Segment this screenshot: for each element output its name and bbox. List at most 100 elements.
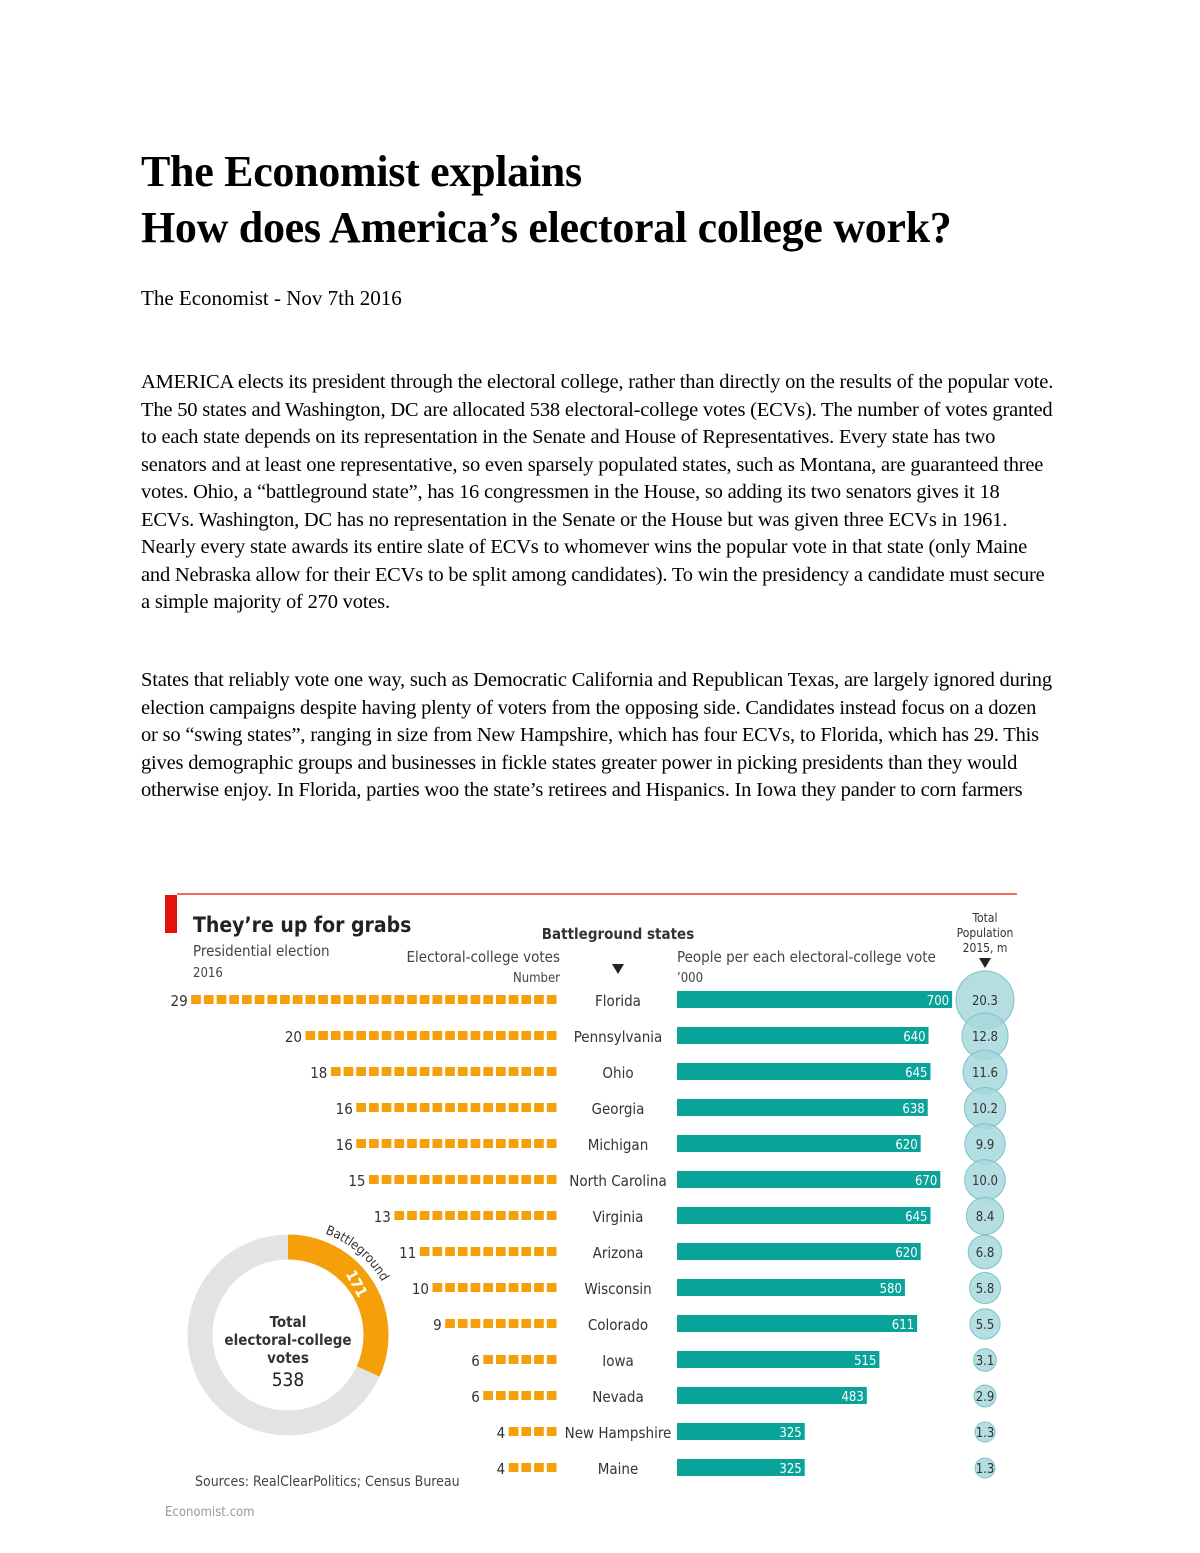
- ecv-square: [330, 1031, 341, 1040]
- ecv-square: [508, 1247, 519, 1256]
- ecv-square: [521, 1283, 532, 1292]
- population-value: 5.5: [976, 1318, 995, 1333]
- ecv-value: 16: [336, 1100, 353, 1118]
- population-circle: [974, 1421, 996, 1443]
- ecv-square: [343, 995, 354, 1004]
- ecv-square: [546, 995, 557, 1004]
- ecv-square: [369, 995, 379, 1004]
- ecv-square: [534, 1031, 544, 1040]
- state-label: Iowa: [602, 1352, 634, 1370]
- ecv-square: [508, 1355, 519, 1364]
- ecv-square: [546, 1355, 557, 1364]
- ecv-square: [496, 995, 506, 1004]
- ecv-value: 15: [348, 1172, 365, 1190]
- ecv-square: [457, 1211, 468, 1220]
- people-per-ecv-value: 620: [895, 1138, 917, 1153]
- population-value: 20.3: [972, 994, 998, 1009]
- ecv-square: [381, 1067, 392, 1076]
- article-title: How does America’s electoral college wor…: [141, 203, 952, 252]
- ecv-square: [546, 1283, 557, 1292]
- ecv-square: [432, 1283, 443, 1292]
- ecv-square: [191, 995, 201, 1004]
- ecv-square: [521, 1067, 532, 1076]
- ecv-square: [432, 1139, 443, 1148]
- population-value: 12.8: [972, 1030, 998, 1045]
- ecv-square: [496, 1211, 506, 1220]
- ecv-square: [292, 995, 303, 1004]
- ecv-square: [419, 1211, 430, 1220]
- ecv-square: [305, 995, 316, 1004]
- ecv-square: [394, 1067, 405, 1076]
- people-per-ecv-bar: [677, 1063, 931, 1080]
- ecv-square: [470, 1103, 481, 1112]
- state-row: 11 Arizona 620 6.8: [399, 1234, 1003, 1270]
- ecv-square: [381, 1139, 392, 1148]
- ecv-square: [356, 995, 366, 1004]
- ecv-square: [407, 995, 417, 1004]
- ecv-square: [521, 1463, 532, 1472]
- ecv-square: [534, 1067, 544, 1076]
- ecv-square: [470, 1211, 481, 1220]
- state-row: 16 Georgia 638 10.2: [336, 1086, 1007, 1130]
- ecv-square: [356, 1103, 366, 1112]
- ecv-square: [457, 1175, 468, 1184]
- ecv-square: [470, 1247, 481, 1256]
- ecv-square: [394, 1211, 405, 1220]
- article-paragraph: States that reliably vote one way, such …: [141, 669, 1052, 801]
- ecv-square: [496, 1319, 506, 1328]
- ecv-square: [521, 1175, 532, 1184]
- ecv-square: [203, 995, 214, 1004]
- ecv-square: [496, 1283, 506, 1292]
- ecv-square: [305, 1031, 316, 1040]
- ecv-square: [508, 1175, 519, 1184]
- ecv-square: [419, 1175, 430, 1184]
- donut-center-label: Total: [270, 1313, 307, 1331]
- ecv-square: [432, 995, 443, 1004]
- ecv-square: [242, 995, 252, 1004]
- ecv-square: [521, 1355, 532, 1364]
- ecv-square: [534, 1391, 544, 1400]
- ecv-square: [546, 1211, 557, 1220]
- ecv-square: [432, 1175, 443, 1184]
- ecv-square: [432, 1103, 443, 1112]
- donut-center-label: electoral-college: [224, 1331, 351, 1349]
- people-per-ecv-value: 670: [915, 1174, 937, 1189]
- state-label: Wisconsin: [584, 1280, 651, 1298]
- population-value: 5.8: [976, 1282, 995, 1297]
- ecv-square: [445, 995, 455, 1004]
- ecv-square: [546, 1319, 557, 1328]
- ecv-square: [445, 1175, 455, 1184]
- ecv-square: [356, 1139, 366, 1148]
- people-per-ecv-value: 645: [905, 1210, 927, 1225]
- ecv-square: [343, 1067, 354, 1076]
- ecv-square: [534, 995, 544, 1004]
- ecv-value: 11: [399, 1244, 416, 1262]
- people-per-ecv-value: 700: [927, 994, 949, 1009]
- state-label: North Carolina: [569, 1172, 667, 1190]
- ecv-square: [534, 1283, 544, 1292]
- ecv-square: [457, 1067, 468, 1076]
- population-column-label: 2015, m: [963, 941, 1008, 955]
- state-label: Nevada: [592, 1388, 644, 1406]
- population-value: 1.3: [976, 1426, 995, 1441]
- ecv-square: [419, 995, 430, 1004]
- people-per-ecv-bar: [677, 1423, 805, 1440]
- population-value: 10.0: [972, 1174, 998, 1189]
- ecv-square: [356, 1031, 366, 1040]
- ecv-square: [508, 1031, 519, 1040]
- people-per-ecv-value: 611: [892, 1318, 914, 1333]
- ecv-square: [445, 1283, 455, 1292]
- article-byline: The Economist - Nov 7th 2016: [141, 286, 402, 310]
- ecv-square: [483, 1139, 493, 1148]
- ecv-square: [546, 1427, 557, 1436]
- population-circle: [973, 1348, 997, 1372]
- state-label: Virginia: [593, 1208, 644, 1226]
- people-per-ecv-bar: [677, 991, 953, 1008]
- population-value: 6.8: [976, 1246, 995, 1261]
- state-row: 29 Florida 700 20.3: [171, 970, 1015, 1030]
- ecv-value: 4: [497, 1460, 506, 1478]
- state-row: 6 Iowa 515 3.1: [471, 1348, 997, 1372]
- population-value: 9.9: [976, 1138, 995, 1153]
- state-row: 16 Michigan 620 9.9: [336, 1123, 1006, 1165]
- state-label: Florida: [595, 992, 641, 1010]
